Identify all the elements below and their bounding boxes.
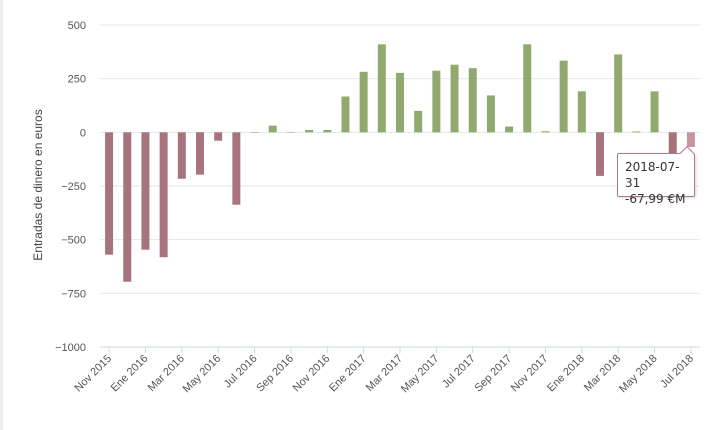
y-tick-label: 500 xyxy=(68,20,86,32)
x-tick-label: Nov 2017 xyxy=(509,353,551,395)
x-tick-label: Nov 2016 xyxy=(291,353,333,395)
y-tick-label: −1000 xyxy=(55,342,86,354)
x-tick-label: May 2016 xyxy=(181,353,224,396)
bar-may-2016 xyxy=(214,132,223,141)
y-tick-label: 250 xyxy=(68,74,86,86)
bar-jun-2018 xyxy=(668,132,677,156)
bar-ago-2017 xyxy=(486,95,495,133)
bar-feb-2016 xyxy=(159,132,168,258)
bar-dic-2015 xyxy=(123,132,132,282)
bar-ene-2017 xyxy=(359,71,368,133)
x-tick-label: Ene 2016 xyxy=(109,353,151,395)
bar-abr-2018 xyxy=(632,131,641,133)
bar-mar-2016 xyxy=(177,132,186,179)
bar-ene-2016 xyxy=(141,132,150,250)
x-tick-label: Ene 2017 xyxy=(327,353,369,395)
bar-ago-2016 xyxy=(268,125,277,133)
bar-dic-2016 xyxy=(341,96,350,133)
chart-frame-border xyxy=(0,0,3,430)
x-tick-label: Sep 2016 xyxy=(254,353,296,395)
tooltip: 2018-07-31 -67,99 €M xyxy=(617,153,695,206)
bar-nov-2015 xyxy=(105,132,114,255)
bar-oct-2017 xyxy=(523,44,532,133)
bar-ene-2018 xyxy=(577,91,586,133)
bar-jul-2018 xyxy=(686,132,695,147)
bars xyxy=(105,44,695,282)
bar-nov-2016 xyxy=(323,129,332,133)
bar-sep-2016 xyxy=(286,132,295,133)
x-tick-label: May 2018 xyxy=(617,353,660,396)
bar-feb-2018 xyxy=(596,132,604,176)
y-tick-label: −750 xyxy=(61,288,86,300)
tooltip-value: -67,99 €M xyxy=(625,192,686,206)
bar-feb-2017 xyxy=(377,44,386,133)
bar-jul-2017 xyxy=(468,68,477,133)
x-tick-label: Sep 2017 xyxy=(472,353,514,395)
bar-sep-2017 xyxy=(505,126,514,133)
x-tick-label: Nov 2015 xyxy=(72,353,114,395)
bar-mar-2018 xyxy=(614,54,623,133)
bar-jun-2016 xyxy=(232,132,241,205)
bar-may-2017 xyxy=(432,70,441,133)
bar-nov-2017 xyxy=(541,131,550,133)
tooltip-date: 2018-07-31 xyxy=(625,160,680,190)
bar-mar-2017 xyxy=(396,72,404,133)
y-tick-label: −500 xyxy=(61,235,86,247)
bar-abr-2016 xyxy=(196,132,204,175)
bar-dic-2017 xyxy=(559,60,568,133)
bar-jun-2017 xyxy=(450,64,459,133)
y-tick-label: −250 xyxy=(61,181,86,193)
y-axis-title: Entradas de dinero en euros xyxy=(31,109,45,260)
bar-jul-2016 xyxy=(250,132,259,133)
x-tick-label: Jul 2018 xyxy=(658,353,696,391)
y-tick-labels: 500 250 0 −250 −500 −750 −1000 xyxy=(55,20,86,354)
bar-abr-2017 xyxy=(414,110,423,133)
x-tick-label: May 2017 xyxy=(399,353,442,396)
bar-may-2018 xyxy=(650,91,659,133)
x-tick-label: Ene 2018 xyxy=(545,353,587,395)
bar-oct-2016 xyxy=(305,129,314,133)
y-tick-label: 0 xyxy=(80,127,86,139)
